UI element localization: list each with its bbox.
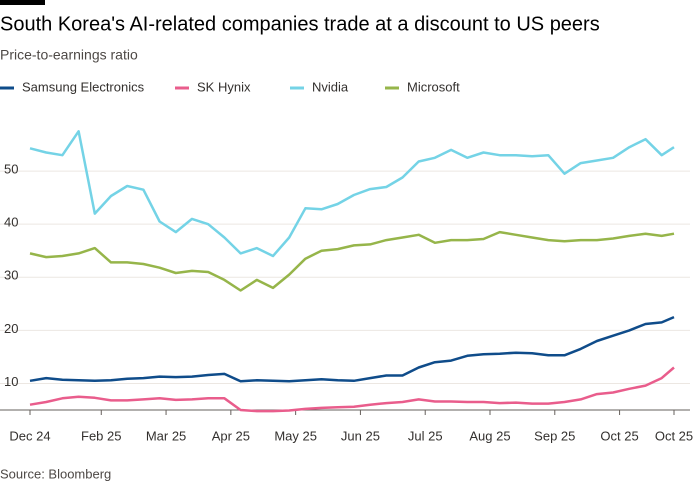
chart-title: South Korea's AI-related companies trade… [0, 13, 600, 35]
x-tick-label: Oct 25 [600, 428, 638, 443]
x-tick-label: Dec 24 [9, 428, 50, 443]
x-tick-label: Jul 25 [408, 428, 443, 443]
source: Source: Bloomberg [0, 466, 111, 481]
legend-label: SK Hynix [197, 79, 251, 94]
y-tick-label: 30 [4, 268, 18, 283]
y-tick-label: 10 [4, 374, 18, 389]
x-tick-label: Jun 25 [341, 428, 380, 443]
x-tick-label: Feb 25 [81, 428, 121, 443]
y-tick-label: 40 [4, 215, 18, 230]
series-line [29, 366, 675, 413]
x-tick-label: Mar 25 [146, 428, 186, 443]
x-tick-label: Apr 25 [212, 428, 250, 443]
y-tick-label: 50 [4, 162, 18, 177]
series-line [29, 230, 675, 292]
x-tick-label: Sep 25 [534, 428, 575, 443]
brand-bar [0, 0, 45, 5]
y-tick-label: 20 [4, 321, 18, 336]
x-tick-label: May 25 [274, 428, 317, 443]
legend-label: Nvidia [312, 79, 349, 94]
chart-subtitle: Price-to-earnings ratio [0, 47, 138, 63]
series-line [29, 130, 675, 258]
series-line [29, 315, 675, 383]
legend-label: Samsung Electronics [22, 79, 145, 94]
legend-label: Microsoft [407, 79, 460, 94]
x-tick-label: Aug 25 [469, 428, 510, 443]
x-tick-label: Oct 25 [655, 428, 693, 443]
